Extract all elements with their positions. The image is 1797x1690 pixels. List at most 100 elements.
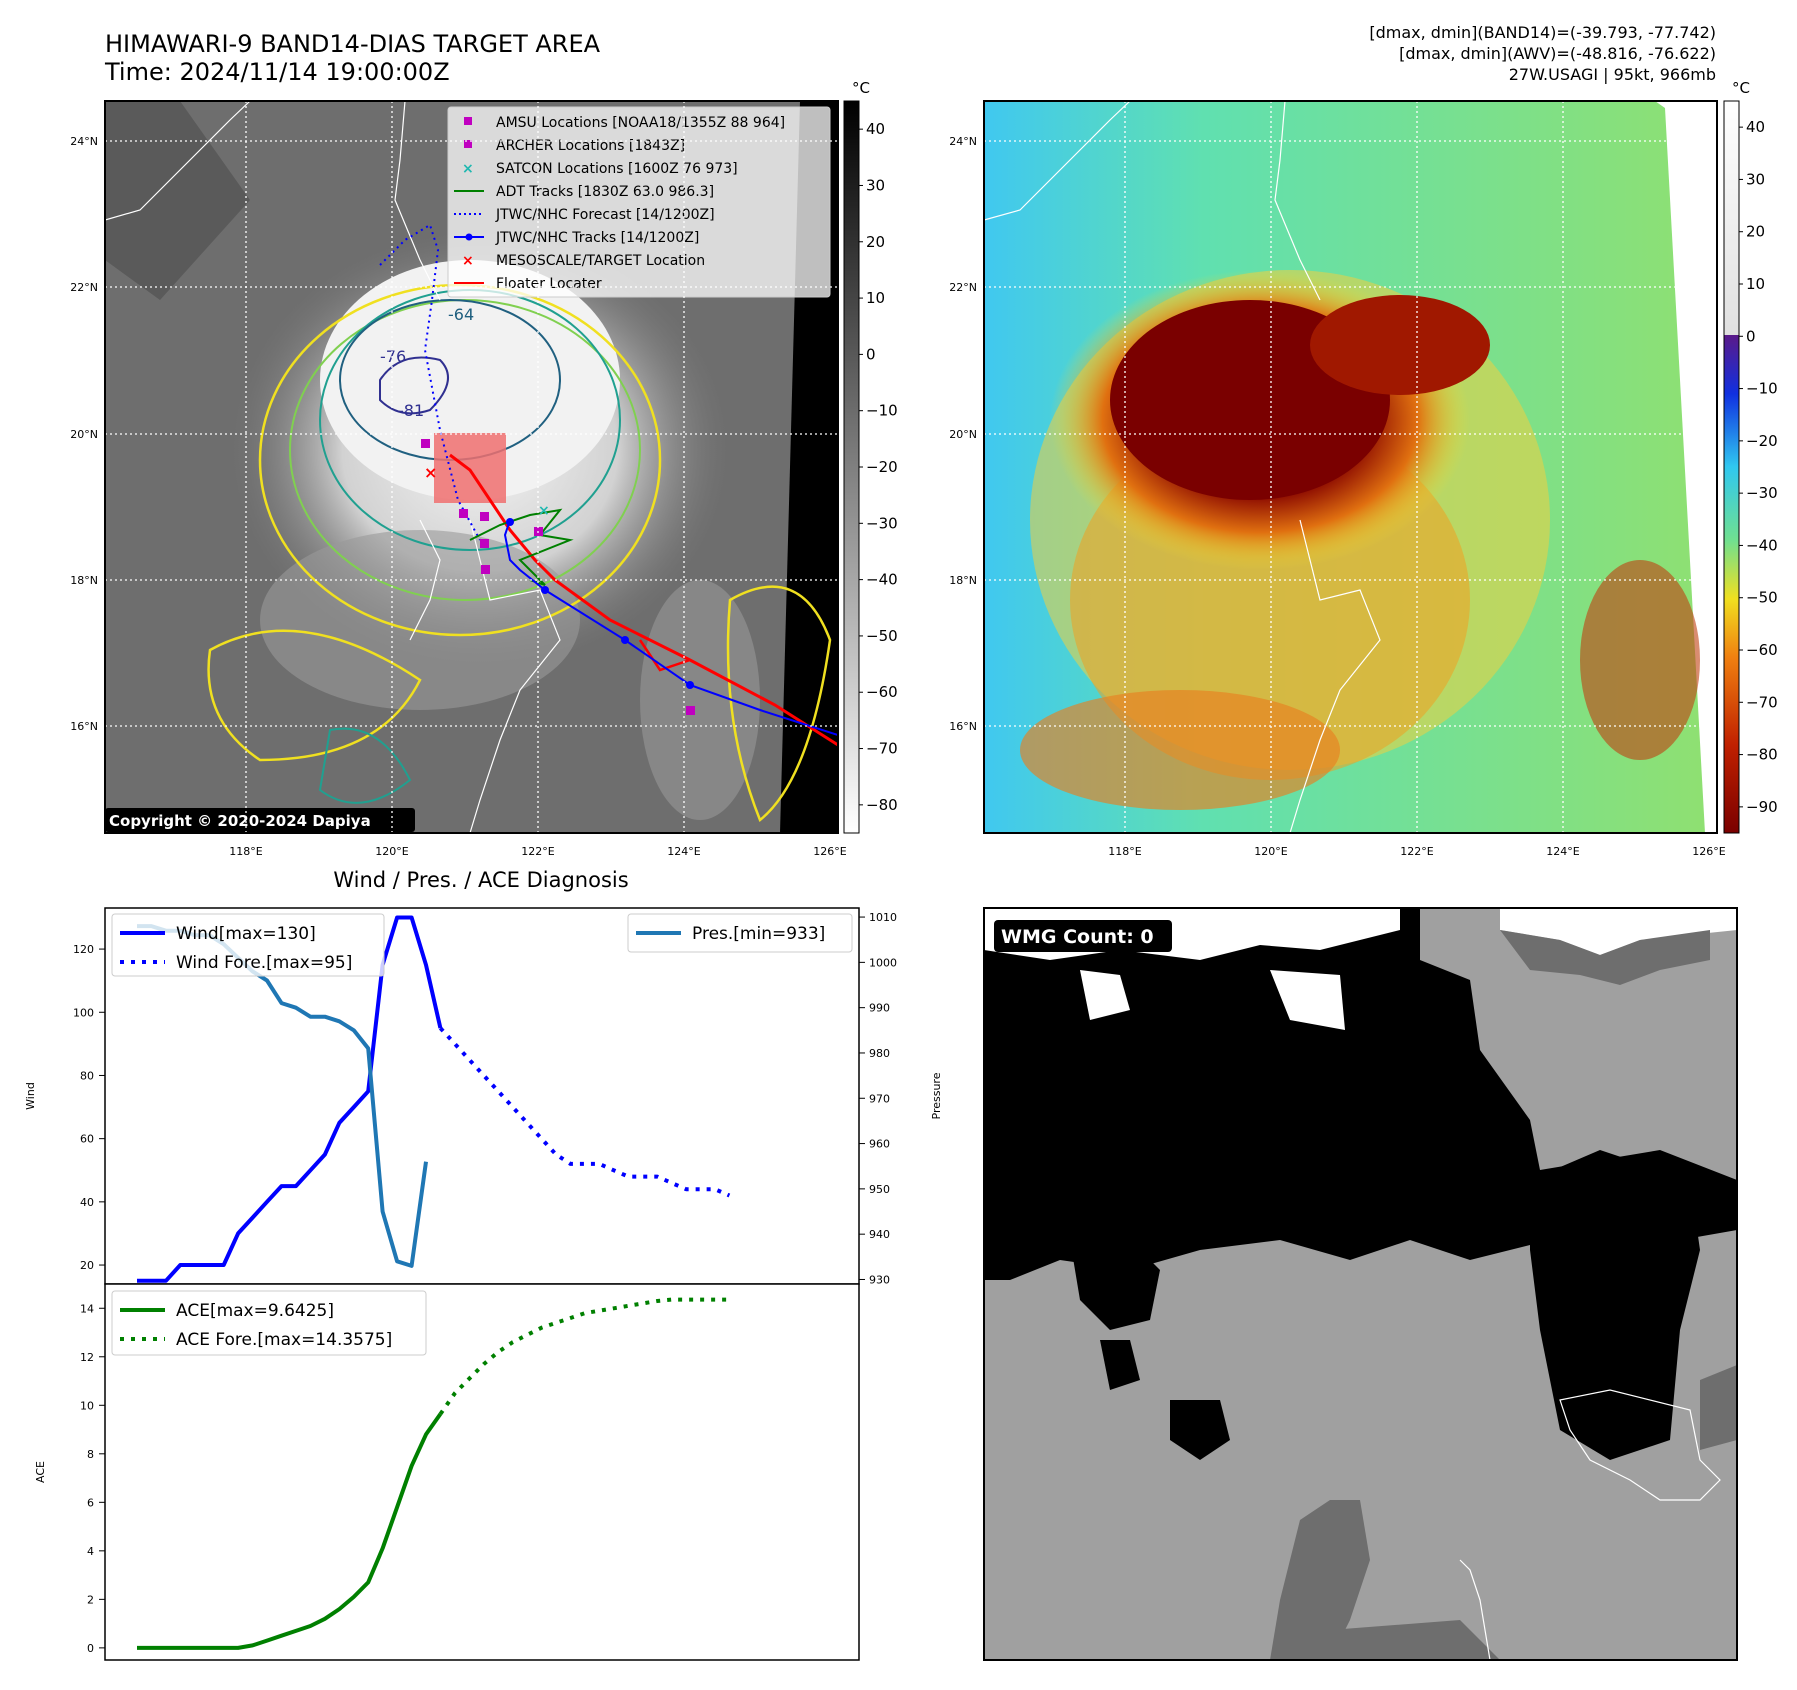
ace-ytick-tick-label: 8 [87, 1448, 94, 1461]
archer-marker [459, 509, 468, 518]
info-line-2: [dmax, dmin](AWV)=(-48.816, -76.622) [1399, 44, 1716, 63]
wmg-black-patch [1170, 1400, 1230, 1460]
awv-colorbar-tick-label: −90 [1746, 798, 1778, 816]
legend-archer: ARCHER Locations [1843Z] [496, 138, 685, 154]
ir-colorbar-tick-label: −60 [866, 683, 898, 701]
wmg-black-patch [1070, 1230, 1160, 1330]
wmg-panel: WMG Count: 0 [983, 907, 1738, 1661]
contour-navy [379, 356, 449, 415]
ir-colorbar-tick-label: −70 [866, 740, 898, 758]
ace-ytick-tick-label: 4 [87, 1545, 94, 1558]
wind-ytick-tick-label: 120 [73, 943, 94, 956]
ace-series-group [137, 1297, 730, 1650]
pressure-ytick-tick-label: 1000 [869, 956, 897, 969]
ace-ytick-tick-label: 6 [87, 1496, 94, 1509]
ir-colorbar-tick-label: −30 [866, 514, 898, 532]
target-marker: × [424, 463, 437, 482]
ir-lat-16: 16°N [70, 720, 98, 733]
legend-floater: Floater Locater [496, 276, 602, 292]
ace-legend-box [111, 1290, 427, 1356]
awv-lat-20: 20°N [949, 428, 977, 441]
ace-legend-label: ACE[max=9.6425] [176, 1301, 334, 1321]
awv-lat-18: 18°N [949, 574, 977, 587]
ir-colorbar-tick-label: −20 [866, 458, 898, 476]
legend-adt: ADT Tracks [1830Z 63.0 986.3] [496, 184, 714, 200]
wmg-gray-patch [1330, 1620, 1500, 1660]
ace-ytick-tick-label: 10 [80, 1399, 94, 1412]
pressure-legend-label: Pres.[min=933] [692, 924, 825, 944]
pressure-yticks: 930 940 950 960 970 980 990 1000 1010 [859, 911, 897, 1286]
pressure-ytick-tick-label: 970 [869, 1092, 890, 1105]
contour-label-76: -76 [380, 347, 406, 366]
ir-lon-126: 126°E [813, 845, 846, 858]
ir-lat-20: 20°N [70, 428, 98, 441]
awv-colorbar-tick-label: −70 [1746, 693, 1778, 711]
copyright-box [105, 808, 415, 832]
awv-east-band [1580, 560, 1700, 760]
legend-tracks-dot [465, 233, 473, 241]
awv-lon-120: 120°E [1254, 845, 1287, 858]
wind-fore-legend-label: Wind Fore.[max=95] [176, 953, 352, 973]
ir-colorbar-gradient [843, 100, 860, 834]
ir-colorbar-tick-label: 40 [866, 120, 885, 138]
pressure-ytick-tick-label: 990 [869, 1002, 890, 1015]
ir-lon-118: 118°E [229, 845, 262, 858]
pressure-ylabel: Pressure [930, 1072, 943, 1119]
floater-track [449, 453, 838, 747]
pressure-ytick-tick-label: 1010 [869, 911, 897, 924]
wind-ytick-tick-label: 60 [80, 1133, 94, 1146]
pressure-ytick-tick-label: 980 [869, 1047, 890, 1060]
ace-fore-legend-label: ACE Fore.[max=14.3575] [176, 1330, 392, 1350]
ir-gridlines [105, 101, 838, 833]
ir-lon-120: 120°E [375, 845, 408, 858]
awv-colorbar-tick-label: −30 [1746, 484, 1778, 502]
awv-colorbar-tick-label: −20 [1746, 432, 1778, 450]
wmg-white-patch [1500, 908, 1737, 955]
wind-series-line [137, 915, 443, 1283]
ace-ytick-tick-label: 2 [87, 1593, 94, 1606]
pressure-legend-box [627, 913, 853, 953]
awv-coastline-luzon [1289, 519, 1381, 833]
awv-colorbar-tick-label: 30 [1746, 170, 1765, 188]
wmg-count-label: WMG Count: 0 [1001, 926, 1154, 948]
wmg-frame [983, 907, 1738, 1661]
wind-ytick-tick-label: 80 [80, 1069, 94, 1082]
wmg-white-patch [1080, 970, 1130, 1020]
awv-lon-124: 124°E [1546, 845, 1579, 858]
awv-map-panel: 24°N 22°N 20°N 18°N 16°N 118°E 120°E 122… [949, 100, 1726, 858]
awv-lon-122: 122°E [1400, 845, 1433, 858]
ir-lat-18: 18°N [70, 574, 98, 587]
wmg-label-box [994, 920, 1172, 952]
legend-satcon-marker: × [462, 161, 474, 177]
jtwc-point [621, 636, 629, 644]
pressure-ytick-tick-label: 950 [869, 1183, 890, 1196]
awv-coastline-taiwan [1274, 101, 1321, 301]
ir-colorbar-tick-label: 0 [866, 345, 876, 363]
legend-amsu-marker [464, 117, 472, 125]
ir-colorbar-tick-label: −10 [866, 402, 898, 420]
awv-colorbar-tick-label: 40 [1746, 118, 1765, 136]
legend-target: MESOSCALE/TARGET Location [496, 253, 705, 269]
awv-colorbar-tick-label: −40 [1746, 536, 1778, 554]
legend-target-marker: × [462, 253, 474, 269]
wind-ytick-tick-label: 40 [80, 1196, 94, 1209]
ace-forecast-series-line [438, 1297, 730, 1416]
wmg-white-patch [1270, 970, 1345, 1030]
awv-colorbar-unit: °C [1732, 79, 1750, 97]
copyright-text: Copyright © 2020-2024 Dapiya [109, 812, 371, 830]
awv-lat-16: 16°N [949, 720, 977, 733]
ir-colorbar-tick-label: 30 [866, 176, 885, 194]
ir-colorbar-unit: °C [852, 79, 870, 97]
wmg-coastline-south [1459, 1559, 1491, 1661]
awv-nodata [1655, 101, 1717, 833]
ace-ytick-tick-label: 12 [80, 1351, 94, 1364]
archer-marker [480, 512, 489, 521]
wind-ylabel: Wind [24, 1082, 37, 1110]
ir-colorbar: °C 40 30 20 10 0 −10 −20 −30 −40 −50 −60 −70 −80 [843, 79, 898, 834]
wind-ytick-tick-label: 100 [73, 1006, 94, 1019]
ir-lon-122: 122°E [521, 845, 554, 858]
awv-lon-126: 126°E [1692, 845, 1725, 858]
wmg-coastline [1559, 1389, 1721, 1501]
awv-colorbar-gradient [1723, 100, 1740, 834]
legend-satcon: SATCON Locations [1600Z 76 973] [496, 161, 738, 177]
